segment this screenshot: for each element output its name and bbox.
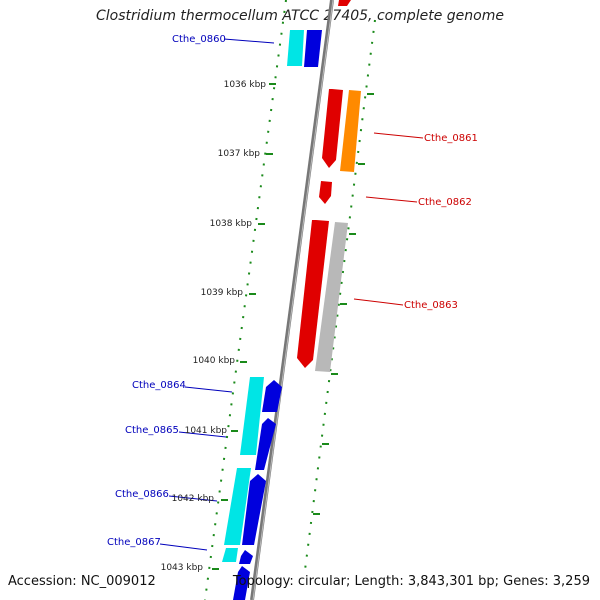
forward-genes [297, 0, 361, 372]
leader-cthe-0862 [365, 196, 418, 203]
gene-arrow [233, 566, 250, 600]
map-title: Clostridium thermocellum ATCC 27405, com… [96, 8, 504, 24]
leader-cthe-0867 [159, 543, 208, 551]
gene-labels: Cthe_0860 Cthe_0861 Cthe_0862 Cthe_0863 … [107, 34, 478, 548]
scale-label-1043: 1043 kbp [161, 563, 204, 573]
leader-cthe-0860 [223, 38, 275, 44]
scale-labels: 1036 kbp 1037 kbp 1038 kbp 1039 kbp 1040… [161, 80, 267, 573]
inner-ruler-track [204, 0, 287, 600]
gene-cthe-0864-light [240, 377, 264, 455]
gene-label-cthe-0864: Cthe_0864 [132, 380, 186, 391]
scale-label-1042: 1042 kbp [172, 494, 215, 504]
accession-text: Accession: NC_009012 [8, 574, 156, 589]
scale-label-1041: 1041 kbp [185, 426, 228, 436]
scale-label-1040: 1040 kbp [193, 356, 236, 366]
gene-cthe-0863-dark [297, 220, 329, 368]
gene-cthe-0862 [319, 181, 332, 204]
gene-label-cthe-0862: Cthe_0862 [418, 197, 472, 208]
gene-cthe-0866-light [224, 468, 251, 545]
ruler-ticks [212, 83, 374, 570]
leader-cthe-0863 [353, 298, 404, 306]
scale-label-1036: 1036 kbp [224, 80, 267, 90]
genome-summary-text: Topology: circular; Length: 3,843,301 bp… [232, 574, 590, 589]
ruler-tracks [204, 0, 376, 600]
outer-ruler-track [304, 19, 376, 571]
leader-cthe-0861 [373, 132, 424, 139]
leader-lines [159, 38, 424, 551]
gene-cthe-0865-dark [255, 418, 276, 470]
leader-cthe-0866 [168, 495, 218, 502]
leader-cthe-0865 [178, 431, 227, 438]
scale-label-1039: 1039 kbp [201, 288, 244, 298]
scale-label-1038: 1038 kbp [210, 219, 253, 229]
gene-label-cthe-0867: Cthe_0867 [107, 537, 161, 548]
gene-label-cthe-0860: Cthe_0860 [172, 34, 226, 45]
gene-cthe-0866-dark [242, 474, 266, 545]
gene-cthe-0860-light [287, 30, 304, 66]
leader-cthe-0864 [184, 386, 233, 393]
gene-cthe-0860-dark [304, 30, 322, 67]
gene-label-cthe-0866: Cthe_0866 [115, 489, 169, 500]
gene-cthe-0867-light [222, 548, 238, 562]
gene-label-cthe-0861: Cthe_0861 [424, 133, 478, 144]
gene-cthe-0863-grey [315, 222, 348, 372]
gene-label-cthe-0865: Cthe_0865 [125, 425, 179, 436]
scale-label-1037: 1037 kbp [218, 149, 261, 159]
reverse-genes [222, 30, 322, 600]
backbone [250, 0, 334, 600]
gene-label-cthe-0863: Cthe_0863 [404, 300, 458, 311]
gene-cthe-0861-light [340, 90, 361, 172]
gene-cthe-0864-dark [262, 380, 282, 412]
gene-arrow [338, 0, 351, 6]
gene-cthe-0867-dark [239, 550, 253, 564]
gene-cthe-0861-dark [322, 89, 343, 168]
